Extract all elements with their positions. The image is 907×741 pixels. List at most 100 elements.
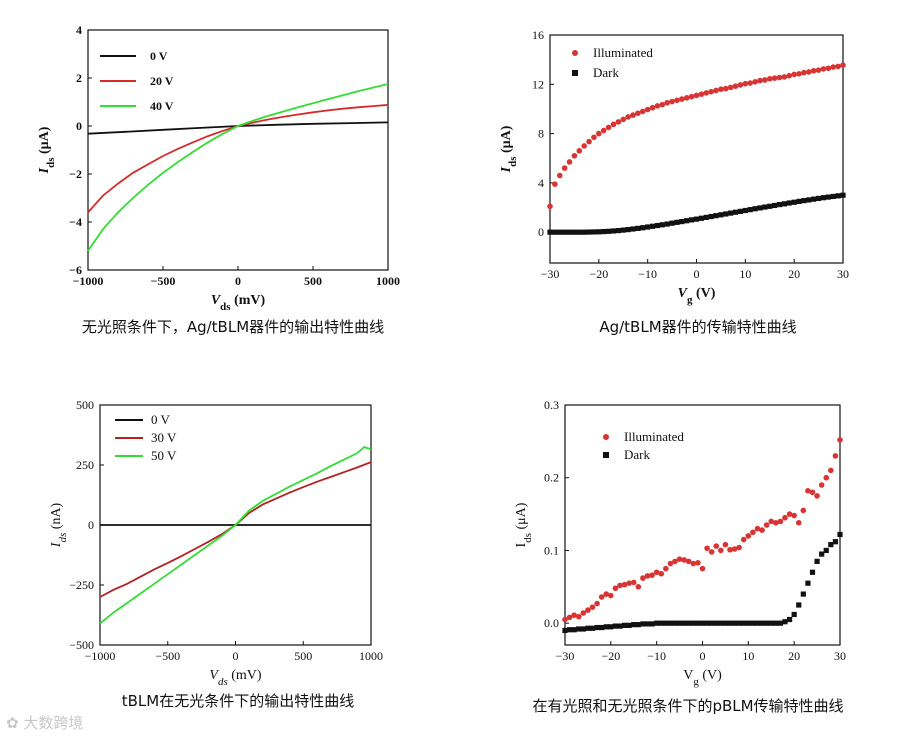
data-point-illuminated — [586, 138, 592, 145]
data-point-illuminated — [828, 467, 834, 474]
data-point-illuminated — [672, 558, 678, 565]
x-tick-label: 1000 — [359, 649, 383, 663]
data-point-dark — [594, 624, 600, 631]
data-point-illuminated — [796, 71, 802, 77]
data-point-illuminated — [640, 575, 646, 581]
data-point-illuminated — [644, 573, 651, 579]
y-tick-label: 2 — [76, 71, 82, 85]
data-point-illuminated — [571, 612, 577, 618]
data-point-illuminated — [809, 489, 816, 496]
data-point-dark — [645, 224, 651, 230]
data-point-dark — [757, 205, 763, 211]
data-point-illuminated — [815, 67, 822, 73]
data-point-illuminated — [669, 98, 675, 105]
data-point-illuminated — [552, 181, 558, 187]
data-point-dark — [580, 626, 586, 632]
data-point-illuminated — [664, 99, 670, 106]
data-point-illuminated — [732, 83, 739, 89]
data-point-dark — [599, 624, 605, 631]
data-point-dark — [667, 620, 674, 626]
x-tick-label: −500 — [155, 649, 180, 663]
data-point-dark — [732, 209, 739, 215]
data-point-dark — [703, 214, 709, 220]
data-point-dark — [630, 226, 636, 232]
data-point-dark — [603, 624, 609, 630]
data-point-illuminated — [810, 67, 817, 74]
data-point-illuminated — [585, 607, 591, 613]
y-axis-label: Ids (μA) — [37, 126, 57, 174]
data-point-illuminated — [596, 130, 602, 137]
data-point-illuminated — [777, 518, 784, 525]
series-line-0-v — [87, 121, 389, 135]
data-point-illuminated — [685, 558, 692, 565]
y-tick-label: 12 — [532, 77, 544, 91]
data-point-illuminated — [740, 536, 747, 543]
data-point-dark — [777, 620, 784, 626]
caption-d: 在有光照和无光照条件下的pBLM传输特性曲线 — [532, 697, 844, 715]
data-point-illuminated — [723, 85, 729, 92]
data-point-dark — [562, 627, 568, 634]
data-point-illuminated — [695, 560, 701, 566]
x-tick-label: 20 — [788, 649, 800, 663]
x-axis-label: Vds (mV) — [211, 293, 266, 313]
data-point-illuminated — [718, 547, 724, 554]
data-point-dark — [674, 219, 680, 225]
data-point-dark — [571, 627, 577, 633]
data-point-dark — [820, 195, 827, 201]
data-point-illuminated — [747, 80, 754, 86]
x-tick-label: 1000 — [376, 274, 400, 288]
data-point-illuminated — [591, 134, 597, 141]
x-tick-label: 10 — [742, 649, 754, 663]
data-point-dark — [654, 620, 660, 626]
data-point-illuminated — [658, 570, 665, 577]
watermark-text: 大数跨境 — [23, 714, 84, 732]
data-point-illuminated — [762, 77, 768, 83]
data-point-illuminated — [639, 108, 646, 115]
data-point-illuminated — [722, 541, 729, 548]
data-point-dark — [767, 203, 773, 209]
data-point-dark — [801, 198, 807, 204]
data-point-dark — [606, 228, 612, 234]
data-point-dark — [796, 602, 802, 608]
data-point-dark — [828, 542, 834, 548]
x-axis-label: Vds (mV) — [209, 668, 262, 688]
data-point-dark — [764, 620, 770, 626]
data-point-illuminated — [630, 112, 636, 118]
legend-label: Dark — [593, 65, 619, 80]
data-point-dark — [664, 221, 670, 227]
data-point-illuminated — [835, 63, 841, 70]
data-point-dark — [547, 229, 553, 235]
data-point-dark — [768, 620, 774, 626]
data-point-dark — [644, 621, 651, 627]
data-point-illuminated — [663, 565, 669, 572]
data-point-dark — [825, 194, 831, 200]
data-point-dark — [640, 225, 646, 231]
data-point-illuminated — [781, 74, 788, 80]
data-point-dark — [681, 620, 687, 626]
y-tick-label: 0 — [538, 225, 544, 239]
y-tick-label: 16 — [532, 28, 544, 42]
watermark: ✿ 大数跨境 — [6, 712, 83, 733]
data-point-illuminated — [690, 560, 697, 567]
x-tick-label: −1000 — [85, 649, 116, 663]
caption-c: tBLM在无光条件下的输出特性曲线 — [121, 692, 355, 710]
data-point-dark — [840, 192, 846, 198]
data-point-illuminated — [612, 585, 619, 592]
y-axis-label: Ids (μA) — [514, 502, 534, 547]
series-line-40-v — [87, 83, 389, 252]
data-point-dark — [649, 223, 656, 229]
data-point-illuminated — [742, 80, 749, 87]
data-point-dark — [669, 220, 675, 226]
y-axis-label: Ids (nA) — [49, 502, 69, 548]
data-point-illuminated — [547, 203, 553, 210]
data-point-illuminated — [782, 514, 788, 521]
data-point-dark — [591, 229, 597, 235]
data-point-illuminated — [617, 582, 623, 589]
data-point-dark — [837, 531, 843, 538]
data-point-dark — [747, 207, 753, 213]
data-point-dark — [625, 227, 631, 233]
data-point-illuminated — [718, 86, 724, 93]
x-tick-label: 500 — [304, 274, 322, 288]
x-tick-label: 0 — [700, 649, 706, 663]
data-point-illuminated — [581, 143, 587, 149]
